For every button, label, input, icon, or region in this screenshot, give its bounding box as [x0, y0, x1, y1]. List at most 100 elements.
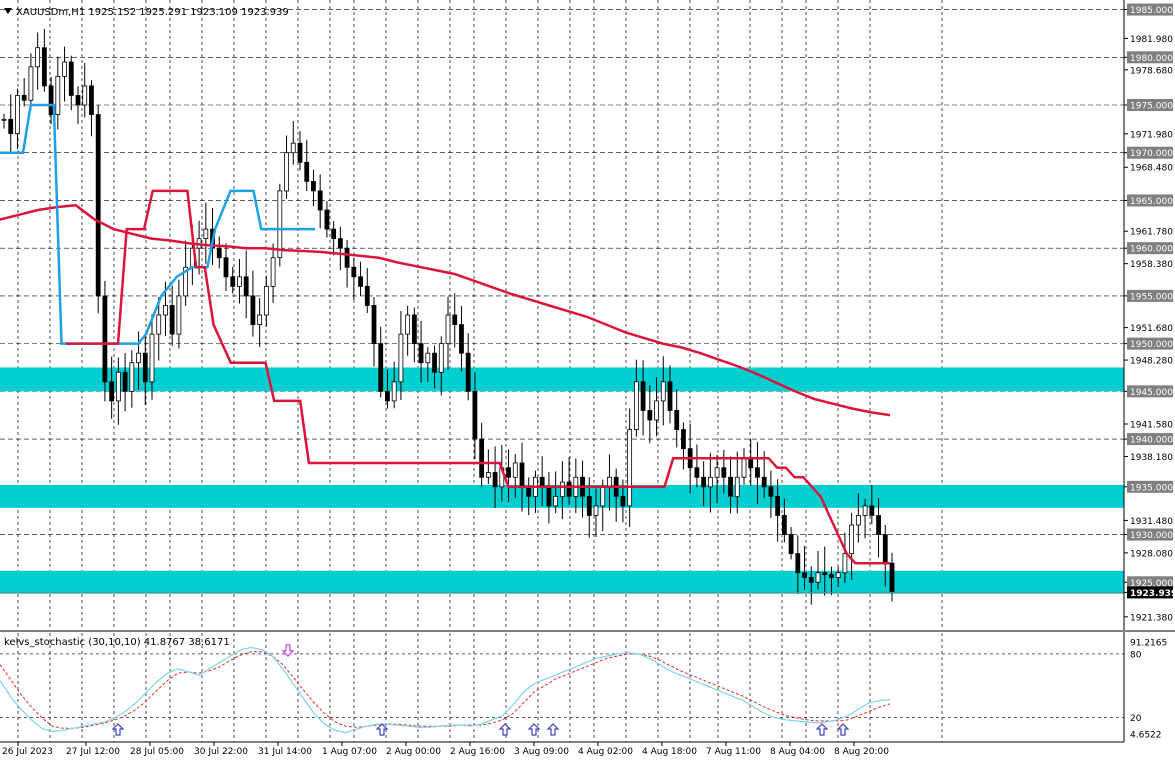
candle-body	[681, 429, 686, 450]
candle-body	[734, 476, 740, 497]
candle-body	[351, 266, 357, 278]
stochastic-axis-label: 4.6522	[1130, 731, 1162, 741]
candle-body	[539, 476, 545, 488]
candle-body	[337, 238, 343, 249]
candle-body	[559, 481, 565, 497]
price-axis-label: 1948.280	[1130, 357, 1173, 367]
candle-body	[15, 95, 20, 135]
candle-body	[398, 333, 404, 383]
candle-body	[526, 486, 532, 497]
trailing-stop-red-line	[66, 189, 890, 565]
time-axis[interactable]: 26 Jul 2023 27 Jul 12:00 28 Jul 05:00 30 Ju…	[2, 742, 889, 757]
candle-body	[748, 457, 754, 469]
candle-body	[586, 495, 592, 516]
candle-body	[633, 381, 639, 430]
candle-body	[129, 362, 135, 392]
candle-body	[795, 553, 801, 574]
price-axis-label: 1958.380	[1130, 260, 1173, 270]
stochastic-axis-label: 80	[1130, 650, 1142, 660]
candle-body	[358, 276, 363, 287]
level-price-label: 1970.000	[1130, 149, 1173, 159]
stochastic-grid	[0, 633, 1124, 742]
up-arrow-icon	[375, 723, 389, 736]
candle-body	[149, 333, 155, 383]
candle-body	[741, 457, 747, 478]
time-axis-label: 8 Aug 20:00	[834, 747, 889, 757]
price-pane[interactable]	[0, 0, 1124, 630]
price-axis-label: 1951.680	[1130, 324, 1173, 334]
level-price-label-bg	[1127, 3, 1173, 16]
candle-body	[8, 118, 14, 135]
level-price-label: 1960.000	[1130, 245, 1173, 255]
candle-body	[829, 574, 834, 578]
candle-body	[136, 352, 141, 364]
stochastic-pane[interactable]	[0, 633, 1124, 742]
moving-average-line	[0, 203, 891, 417]
candle-body	[311, 180, 316, 192]
candle-body	[1, 118, 7, 121]
candle-body	[445, 314, 451, 345]
candle-body	[620, 495, 626, 507]
candle-body	[102, 295, 108, 383]
level-price-label: 1945.000	[1130, 388, 1173, 398]
candle-body	[553, 495, 559, 507]
price-axis-label: 1981.980	[1130, 35, 1173, 45]
candle-body	[546, 486, 552, 507]
candle-body	[674, 410, 680, 430]
level-price-label-bg	[1127, 146, 1173, 159]
time-axis-label: 27 Jul 12:00	[66, 747, 120, 757]
level-price-label: 1930.000	[1130, 531, 1173, 541]
candle-body	[835, 572, 841, 578]
candle-body	[815, 572, 821, 583]
indicator-header-label: kelvs_stochastic (30,10,10) 41.8767 38.6…	[4, 637, 230, 648]
level-price-label: 1985.000	[1130, 6, 1173, 16]
candle-body	[223, 257, 229, 278]
time-axis-label: 1 Aug 07:00	[322, 747, 377, 757]
candle-body	[183, 266, 189, 297]
candle-body	[331, 228, 337, 240]
current-price-label: 1923.939	[1130, 589, 1175, 599]
up-arrow-icon	[836, 723, 850, 736]
candle-body	[600, 486, 606, 507]
candle-body	[68, 61, 74, 96]
candle-body	[808, 577, 814, 583]
candle-body	[485, 472, 491, 478]
up-arrow-icon	[111, 723, 125, 736]
collapse-triangle-icon[interactable]	[4, 8, 12, 14]
candle-body	[438, 343, 444, 373]
candle-body	[216, 247, 222, 259]
candle-body	[566, 481, 572, 497]
candle-body	[822, 572, 828, 576]
level-price-label-bg	[1127, 385, 1173, 398]
candle-body	[728, 476, 733, 497]
candle-body	[163, 305, 168, 316]
candle-body	[297, 142, 303, 163]
candle-body	[169, 305, 175, 335]
candle-body	[607, 476, 612, 488]
candle-body	[156, 314, 162, 335]
candle-body	[250, 295, 256, 325]
candle-body	[647, 410, 653, 421]
candle-body	[411, 314, 417, 345]
candle-body	[243, 276, 249, 297]
candle-body	[371, 305, 377, 345]
candle-body	[109, 381, 115, 402]
candle-body	[304, 161, 310, 182]
time-axis-label: 8 Aug 04:00	[770, 747, 825, 757]
candle-body	[290, 142, 296, 154]
candle-body	[519, 462, 525, 488]
candle-body	[75, 95, 81, 106]
price-axis[interactable]: 1985.000 1981.980 1980.000 1978.680 1975.000…	[1124, 3, 1175, 624]
time-axis-label: 31 Jul 14:00	[258, 747, 312, 757]
candle-body	[788, 534, 794, 555]
price-axis-label: 1921.380	[1130, 613, 1173, 623]
level-price-label: 1950.000	[1130, 340, 1173, 350]
price-zone	[0, 367, 1124, 392]
candle-body	[35, 47, 41, 68]
candle-body	[115, 371, 121, 402]
down-arrow-icon	[281, 644, 295, 657]
candle-body	[876, 515, 881, 535]
candle-body	[869, 505, 875, 516]
